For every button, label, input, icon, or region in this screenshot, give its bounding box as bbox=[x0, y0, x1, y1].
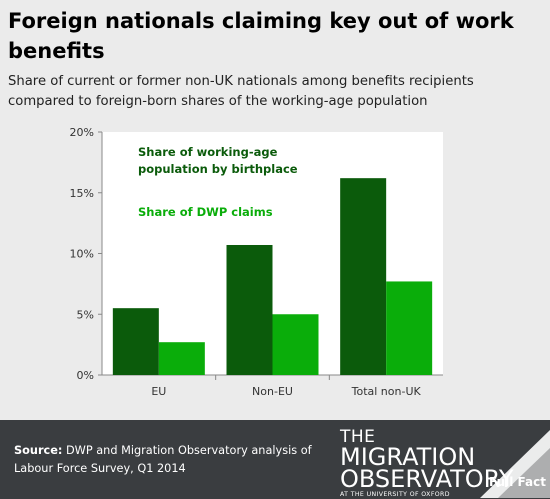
bar-eu-series-1 bbox=[158, 342, 205, 375]
x-tick-label: EU bbox=[151, 385, 166, 398]
logo-line-oxford: AT THE UNIVERSITY OF OXFORD bbox=[340, 491, 450, 498]
logo-line-the: THE bbox=[340, 427, 376, 447]
legend-entry-0: Share of working-age population by birthp… bbox=[138, 145, 298, 176]
legend-entry-1: Share of DWP claims bbox=[138, 205, 273, 219]
full-fact-logo-icon bbox=[480, 430, 550, 498]
full-fact-text: Full Fact bbox=[489, 475, 546, 489]
bar-non-eu-series-1 bbox=[272, 314, 319, 375]
logo-line-migration: MIGRATION bbox=[340, 443, 476, 471]
bar-total-non-uk-series-0 bbox=[340, 178, 387, 375]
source-text: DWP and Migration Observatory analysis o… bbox=[14, 444, 312, 475]
bar-non-eu-series-0 bbox=[226, 244, 273, 375]
y-tick-label: 10% bbox=[70, 248, 94, 261]
source-label: Source: bbox=[14, 444, 63, 457]
footer: Source: DWP and Migration Observatory an… bbox=[0, 420, 550, 499]
logo-line-observatory: OBSERVATORY bbox=[340, 465, 514, 493]
bar-eu-series-0 bbox=[112, 308, 159, 375]
y-tick-label: 15% bbox=[70, 187, 94, 200]
bar-total-non-uk-series-1 bbox=[386, 281, 433, 375]
y-tick-label: 20% bbox=[70, 126, 94, 139]
chart-title: Foreign nationals claiming key out of wo… bbox=[8, 9, 514, 63]
x-tick-label: Total non-UK bbox=[351, 385, 422, 398]
bar-chart: 0% 5% 10% 15% 20% EU Non-EU Total non-UK Share o… bbox=[70, 126, 443, 398]
y-tick-label: 5% bbox=[77, 308, 94, 321]
migration-observatory-logo: THE MIGRATION OBSERVATORY AT THE UNIVERS… bbox=[340, 427, 514, 499]
chart-subtitle: Share of current or former non-UK nation… bbox=[8, 74, 474, 109]
x-tick-label: Non-EU bbox=[252, 385, 293, 398]
y-tick-label: 0% bbox=[77, 369, 94, 382]
source-note: Source: DWP and Migration Observatory an… bbox=[14, 442, 334, 478]
